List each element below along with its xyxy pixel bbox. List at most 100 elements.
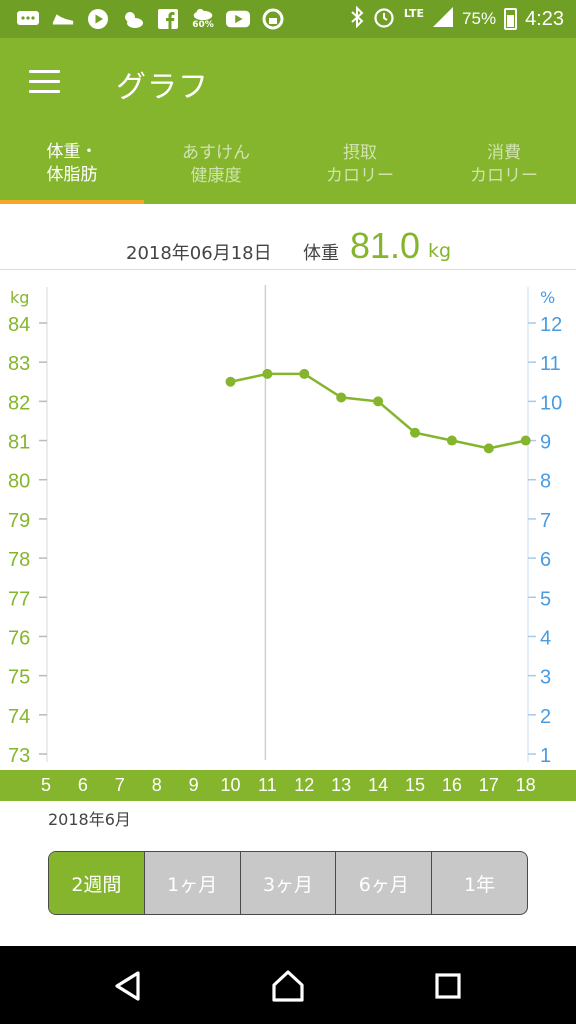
back-icon xyxy=(115,971,140,1001)
left-axis-tick-label: 84 xyxy=(8,314,30,336)
tab-label-line1: 体重・ xyxy=(46,142,98,162)
right-axis-tick-label: 5 xyxy=(540,588,551,610)
x-axis-tick-label: 7 xyxy=(115,775,125,795)
right-axis-tick-label: 11 xyxy=(540,353,561,375)
tab-label-line2: 健康度 xyxy=(190,165,242,186)
weight-data-point xyxy=(373,396,384,407)
recents-button[interactable] xyxy=(430,968,466,1004)
facebook-icon xyxy=(156,8,180,30)
tab-label-line1: 消費 xyxy=(487,142,521,163)
x-axis-tick-label: 14 xyxy=(368,775,388,795)
hamburger-icon-line xyxy=(29,70,60,73)
tab-label-line2: カロリー xyxy=(470,165,538,186)
left-axis-tick-label: 83 xyxy=(8,353,30,375)
x-axis-tick-label: 5 xyxy=(41,775,51,795)
tab-intake-calories[interactable]: 摂取 カロリー xyxy=(288,128,432,204)
system-icons: LTE 75% 4:23 xyxy=(350,5,564,33)
right-axis-tick-label: 9 xyxy=(540,432,551,454)
right-axis-tick-label: 6 xyxy=(540,549,551,571)
weight-data-point xyxy=(336,392,347,403)
x-axis-tick-label: 18 xyxy=(516,775,536,795)
play-icon xyxy=(86,8,110,30)
weight-data-point xyxy=(520,435,531,446)
alarm-icon xyxy=(372,5,396,34)
x-axis-tick-label: 10 xyxy=(220,775,240,795)
right-axis-tick-label: 10 xyxy=(540,392,562,414)
weight-data-point xyxy=(225,376,236,387)
left-axis-unit: kg xyxy=(10,288,29,307)
signal-icon xyxy=(432,6,454,33)
x-axis-tick-label: 11 xyxy=(258,775,277,795)
right-axis-tick-label: 12 xyxy=(540,314,562,336)
right-axis-tick-label: 4 xyxy=(540,627,551,649)
left-axis-tick-label: 79 xyxy=(8,510,30,532)
weight-data-point xyxy=(446,435,457,446)
status-bar: 60% LTE 75% 4:23 xyxy=(0,0,576,38)
navigation-bar xyxy=(0,946,576,1024)
x-axis-tick-label: 13 xyxy=(331,775,351,795)
youtube-icon xyxy=(226,8,250,30)
summary-unit: kg xyxy=(428,240,452,262)
x-axis-tick-label: 15 xyxy=(405,775,425,795)
tab-bar: 体重・ 体脂肪 あすけん 健康度 摂取 カロリー 消費 カロリー xyxy=(0,128,576,204)
x-axis-band: 5 6 7 8 9 10 11 12 13 14 15 16 17 18 xyxy=(0,770,576,801)
left-axis-tick-label: 76 xyxy=(8,627,30,649)
left-axis-tick-label: 80 xyxy=(8,471,30,493)
weight-data-point xyxy=(299,368,310,379)
period-1-month-button[interactable]: 1ヶ月 xyxy=(145,852,241,914)
tab-burned-calories[interactable]: 消費 カロリー xyxy=(432,128,576,204)
clock: 4:23 xyxy=(525,7,564,30)
tab-label-line1: 摂取 xyxy=(343,142,377,163)
summary-label: 体重 xyxy=(303,243,339,264)
x-axis: 5 6 7 8 9 10 11 12 13 14 15 16 17 18 xyxy=(41,775,536,795)
notification-icons: 60% xyxy=(16,6,285,32)
tab-label-line2: 体脂肪 xyxy=(46,165,98,185)
weather-badge: 60% xyxy=(192,20,214,30)
sneaker-icon xyxy=(51,8,75,30)
left-axis-tick-label: 74 xyxy=(8,706,30,728)
left-axis-tick-label: 81 xyxy=(8,432,30,454)
chat-icon xyxy=(16,8,40,30)
x-axis-tick-label: 8 xyxy=(152,775,162,795)
weight-data-point xyxy=(410,427,420,438)
weight-chart[interactable]: kg% 84 83 82 81 80 79 78 77 76 75 74 73 12 11 10 9 8 7 6 5 4 3… xyxy=(0,270,576,770)
network-type: LTE xyxy=(403,6,425,20)
left-axis-tick-label: 82 xyxy=(8,392,30,414)
back-button[interactable] xyxy=(110,968,146,1004)
weight-summary: 2018年06月18日 体重 81.0 kg xyxy=(0,222,576,268)
cloud-rain-icon: 60% xyxy=(191,8,215,30)
right-axis-tick-label: 8 xyxy=(540,471,551,493)
right-axis-unit: % xyxy=(540,288,555,307)
lock-sync-icon xyxy=(261,8,285,30)
x-axis-tick-label: 9 xyxy=(189,775,199,795)
x-axis-tick-label: 16 xyxy=(442,775,462,795)
tab-label-line1: あすけん xyxy=(182,142,250,163)
period-2-weeks-button[interactable]: 2週間 xyxy=(49,852,145,914)
period-1-year-button[interactable]: 1年 xyxy=(464,873,496,896)
app-bar: グラフ xyxy=(0,38,576,128)
summary-value: 81.0 xyxy=(350,225,421,266)
right-axis-tick-label: 3 xyxy=(540,667,551,689)
weight-series-line xyxy=(230,372,526,450)
weight-data-point xyxy=(262,368,273,379)
tab-asken-health[interactable]: あすけん 健康度 xyxy=(144,128,288,204)
left-axis-tick-label: 78 xyxy=(8,549,30,571)
right-axis-tick-label: 2 xyxy=(540,706,551,728)
tab-label-line2: カロリー xyxy=(326,165,394,186)
hamburger-icon-line xyxy=(29,90,60,93)
period-3-months-button[interactable]: 3ヶ月 xyxy=(241,852,337,914)
weight-data-point xyxy=(483,443,494,454)
menu-button[interactable] xyxy=(29,70,61,94)
hamburger-icon-line xyxy=(29,80,60,83)
page-title: グラフ xyxy=(116,70,209,105)
x-axis-tick-label: 17 xyxy=(479,775,499,795)
right-axis-tick-label: 1 xyxy=(540,745,551,767)
x-axis-tick-label: 6 xyxy=(78,775,88,795)
period-6-months-button[interactable]: 6ヶ月 xyxy=(336,852,433,914)
period-selector: 2週間 1ヶ月 3ヶ月 6ヶ月 1年 xyxy=(48,851,528,915)
summary-date: 2018年06月18日 xyxy=(126,243,272,264)
recents-icon xyxy=(435,973,461,999)
home-button[interactable] xyxy=(270,968,306,1004)
right-axis-tick-label: 7 xyxy=(540,510,551,532)
tab-weight-body-fat[interactable]: 体重・ 体脂肪 xyxy=(0,128,144,204)
